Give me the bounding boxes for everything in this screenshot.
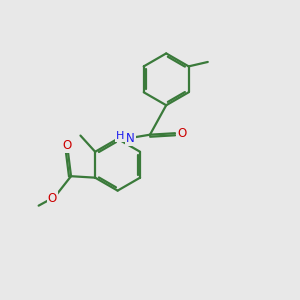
Text: N: N (126, 132, 135, 145)
Text: O: O (62, 139, 71, 152)
Text: H: H (116, 131, 125, 141)
Text: O: O (48, 192, 57, 205)
Text: O: O (177, 127, 186, 140)
